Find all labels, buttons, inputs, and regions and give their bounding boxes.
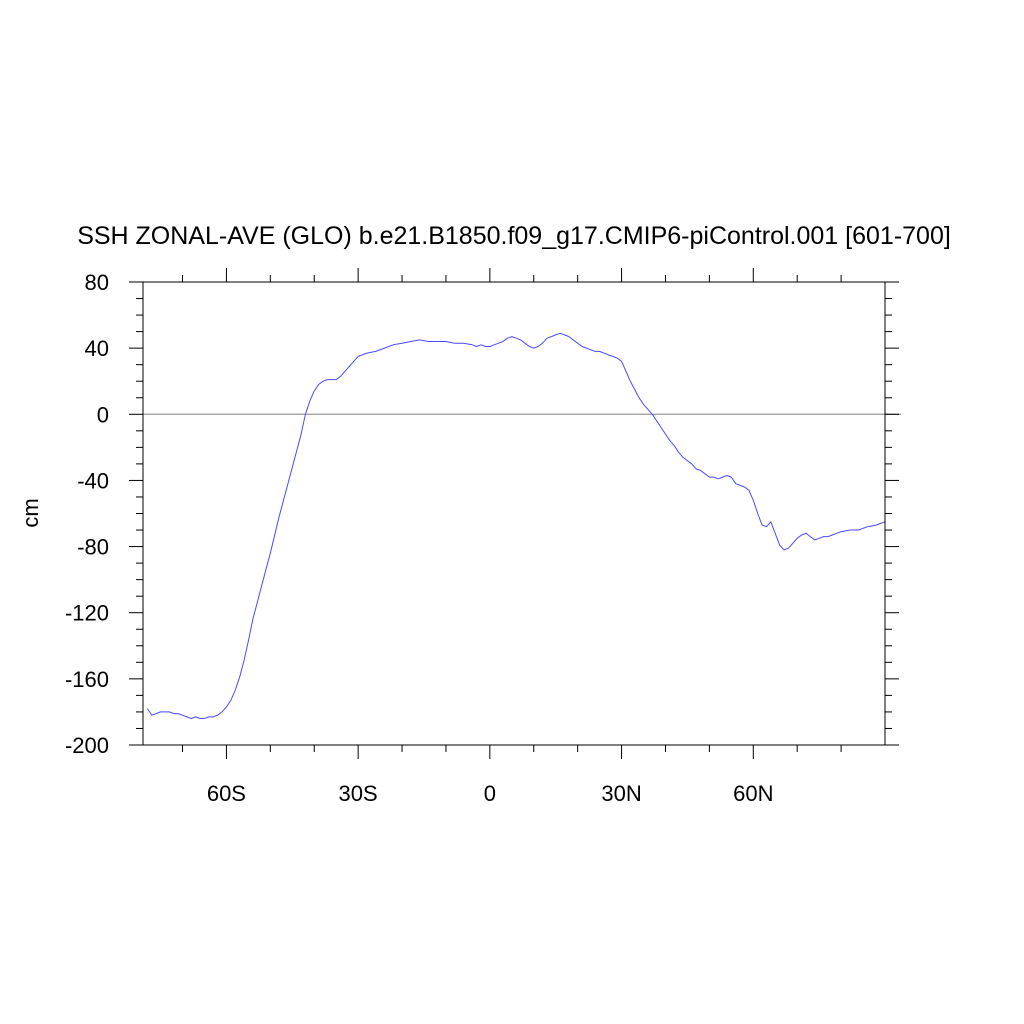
x-tick-label: 60N (733, 781, 773, 806)
y-axis-title: cm (18, 498, 43, 527)
ssh-series-line (146, 332, 886, 719)
tick-layer (129, 268, 899, 759)
chart-title: SSH ZONAL-AVE (GLO) b.e21.B1850.f09_g17.… (77, 222, 951, 250)
tick-label-layer: -200 -160 -120 -80 -40 0 40 80 60S 30S 0 30N 60N (65, 270, 774, 806)
y-tick-label: -160 (65, 667, 109, 692)
y-tick-label: -200 (65, 733, 109, 758)
x-tick-label: 30N (601, 781, 641, 806)
y-tick-label: -40 (77, 468, 109, 493)
x-tick-label: 30S (339, 781, 378, 806)
y-tick-label: 0 (97, 402, 109, 427)
y-tick-label: -80 (77, 535, 109, 560)
series-layer (146, 332, 886, 719)
y-tick-label: -120 (65, 601, 109, 626)
x-tick-label: 0 (484, 781, 496, 806)
y-tick-label: 40 (85, 336, 109, 361)
plot-frame (142, 281, 886, 746)
y-tick-label: 80 (85, 270, 109, 295)
x-tick-label: 60S (207, 781, 246, 806)
